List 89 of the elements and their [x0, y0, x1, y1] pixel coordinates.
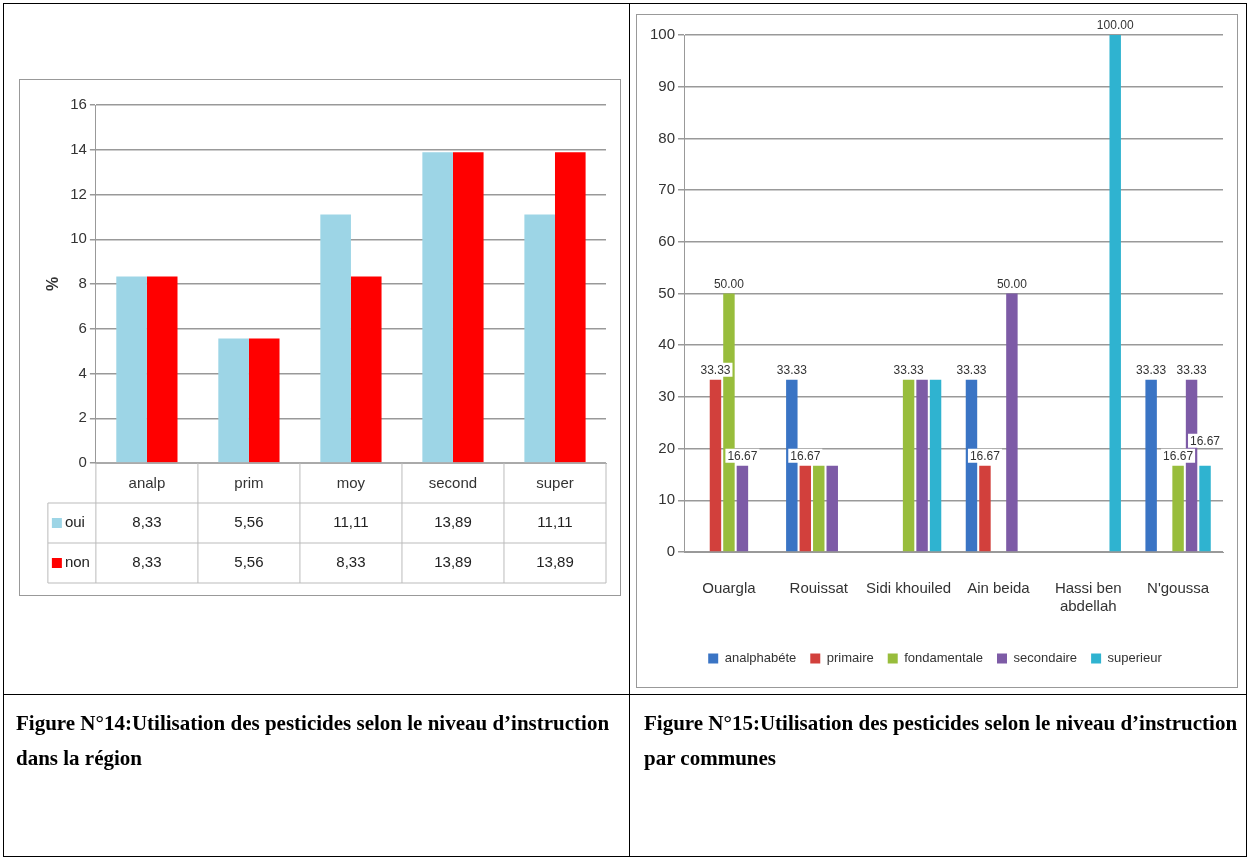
bar [1145, 379, 1157, 552]
x-tick-label: Ouargla [702, 579, 757, 597]
bar [916, 379, 928, 552]
legend-label: primaire [826, 650, 874, 666]
bar [452, 152, 484, 463]
legend-label: secondaire [1013, 650, 1078, 666]
data-label: 33.33 [1176, 363, 1207, 377]
bar [422, 152, 453, 463]
data-label: 16.67 [727, 449, 758, 464]
data-label: 16.67 [969, 449, 1001, 464]
bar [1006, 293, 1018, 552]
data-label: 13,89 [434, 553, 472, 571]
data-label: 100.00 [1096, 18, 1134, 33]
y-tick-label: 10 [658, 490, 676, 508]
data-label: 16.67 [1190, 434, 1221, 449]
bar [1172, 465, 1184, 552]
data-label: 13,89 [536, 553, 574, 571]
y-tick-label: 10 [70, 229, 87, 247]
x-tick-label: N'goussa [1147, 579, 1210, 597]
y-tick-label: 16 [70, 95, 87, 113]
data-label: 33.33 [700, 363, 731, 377]
data-label: 8,33 [132, 553, 162, 571]
y-tick-label: 4 [78, 363, 87, 381]
bar [813, 465, 825, 552]
bar [554, 152, 586, 463]
data-label: 8,33 [132, 513, 162, 531]
y-tick-label: 0 [666, 542, 676, 560]
bar [709, 379, 722, 552]
data-label: 16.67 [790, 449, 821, 464]
y-tick-label: 6 [78, 318, 87, 336]
y-tick-label: 8 [78, 274, 87, 292]
bar [736, 465, 749, 552]
x-tick-label: Rouissat [789, 579, 849, 597]
bar [799, 465, 812, 552]
bar [146, 276, 178, 463]
data-label: 13,89 [434, 513, 472, 531]
bar [350, 276, 382, 463]
x-tick-label: Hassi ben abdellah [1054, 579, 1122, 615]
bar [218, 338, 249, 463]
y-tick-label: 14 [70, 139, 87, 157]
x-tick-label: super [536, 474, 574, 492]
y-tick-label: 60 [658, 231, 676, 249]
data-label: 11,11 [537, 513, 573, 531]
x-tick-label: second [428, 474, 478, 492]
y-tick-label: 30 [658, 387, 676, 405]
text: Figure N°14:Utilisation des pesticides selon le niveau d’instruction dans la région [16, 710, 611, 772]
x-tick-label: Ain beida [967, 579, 1031, 597]
data-label: 50.00 [996, 276, 1028, 291]
bar [524, 214, 555, 463]
bar [248, 338, 280, 463]
legend-label: superieur [1107, 650, 1163, 666]
legend-label: fondamentale [904, 650, 984, 666]
y-tick-label: 70 [658, 180, 676, 198]
x-tick-label: prim [234, 474, 264, 492]
y-tick-label: 50 [658, 283, 676, 301]
data-label: 8,33 [336, 553, 366, 571]
bar [1199, 465, 1211, 552]
y-tick-label: 0 [78, 453, 87, 471]
bar [979, 465, 991, 552]
bar [929, 379, 942, 552]
x-tick-label: analp [128, 474, 166, 492]
text: Figure N°15:Utilisation des pesticides selon le niveau d’instruction par communes [644, 710, 1239, 772]
bar [116, 276, 147, 463]
y-tick-label: 20 [658, 438, 676, 456]
bar [902, 379, 915, 552]
bar [320, 214, 351, 463]
y-tick-label: 80 [658, 128, 676, 146]
data-label: 33.33 [1136, 363, 1167, 377]
data-label: 11,11 [333, 513, 369, 531]
y-axis-title: % [44, 276, 62, 292]
legend-label: non [64, 553, 90, 571]
data-label: 5,56 [234, 553, 264, 571]
legend-label: oui [64, 513, 85, 531]
data-label: 33.33 [776, 363, 808, 377]
y-tick-label: 90 [658, 76, 676, 94]
data-label: 5,56 [234, 513, 264, 531]
y-tick-label: 12 [70, 184, 87, 202]
y-tick-label: 40 [658, 335, 676, 353]
legend-label: analphabéte [724, 650, 797, 666]
bar [1109, 35, 1121, 552]
x-tick-label: Sidi khouiled [866, 579, 952, 597]
data-label: 33.33 [956, 363, 987, 377]
bar [826, 465, 838, 552]
y-tick-label: 100 [650, 25, 676, 43]
data-label: 50.00 [713, 276, 745, 291]
x-tick-label: moy [336, 474, 366, 492]
y-tick-label: 2 [78, 408, 87, 426]
data-label: 33.33 [893, 363, 924, 377]
data-label: 16.67 [1163, 449, 1194, 464]
